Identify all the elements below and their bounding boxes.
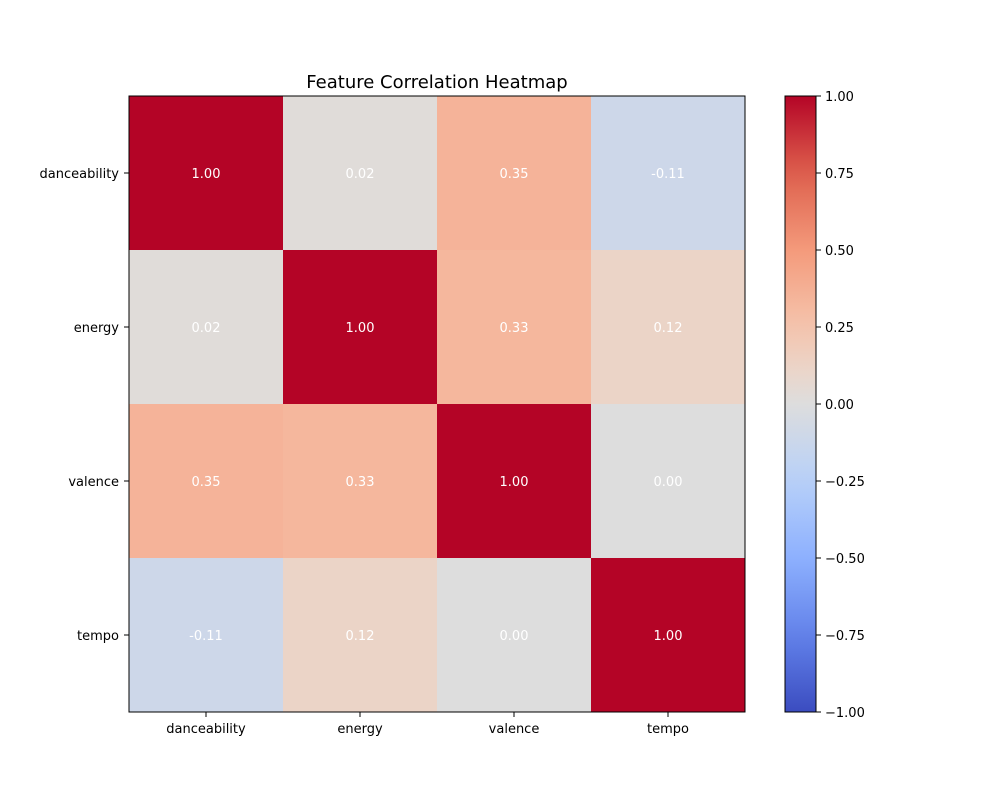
heatmap-cell [591, 96, 746, 251]
colorbar-tick-label: 1.00 [825, 90, 854, 105]
chart-title: Feature Correlation Heatmap [306, 72, 567, 93]
cell-value-label: -0.11 [651, 167, 685, 182]
heatmap-cell [437, 558, 592, 713]
heatmap-cells [129, 96, 746, 713]
colorbar-tick-label: −1.00 [825, 706, 865, 721]
y-tick-label: danceability [40, 167, 120, 182]
heatmap-cell [129, 250, 284, 405]
heatmap-cell [129, 404, 284, 559]
cell-value-label: 0.33 [346, 475, 375, 490]
heatmap-cell [437, 96, 592, 251]
cell-value-label: 0.00 [654, 475, 683, 490]
x-tick-label: valence [489, 722, 540, 737]
colorbar-tick-label: −0.50 [825, 552, 865, 567]
cell-value-label: 1.00 [654, 629, 683, 644]
cell-value-label: 1.00 [500, 475, 529, 490]
colorbar-tick-label: −0.75 [825, 629, 865, 644]
heatmap-cell [129, 96, 284, 251]
cell-value-label: 0.02 [346, 167, 375, 182]
cell-value-label: 1.00 [346, 321, 375, 336]
heatmap-cell [129, 558, 284, 713]
heatmap-cell [591, 250, 746, 405]
x-tick-label: danceability [166, 722, 246, 737]
heatmap-cell [283, 404, 438, 559]
colorbar-tick-label: 0.00 [825, 398, 854, 413]
y-axis-ticks: danceability energy valence tempo [40, 167, 129, 644]
x-tick-label: energy [337, 722, 383, 737]
colorbar [784, 95, 817, 713]
heatmap-cell [283, 558, 438, 713]
colorbar-tick-label: 0.25 [825, 321, 854, 336]
cell-value-label: 0.02 [192, 321, 221, 336]
heatmap-cell [437, 404, 592, 559]
y-tick-label: tempo [77, 629, 119, 644]
y-tick-label: valence [68, 475, 119, 490]
y-tick-label: energy [74, 321, 120, 336]
cell-value-label: 0.35 [192, 475, 221, 490]
cell-value-label: 0.35 [500, 167, 529, 182]
colorbar-tick-label: 0.50 [825, 244, 854, 259]
plot-frame [128, 95, 746, 713]
cell-value-label: 0.12 [654, 321, 683, 336]
colorbar-tick-label: −0.25 [825, 475, 865, 490]
x-axis-ticks: danceability energy valence tempo [166, 712, 689, 737]
x-tick-label: tempo [647, 722, 689, 737]
colorbar-tick-label: 0.75 [825, 167, 854, 182]
cell-value-label: 0.00 [500, 629, 529, 644]
cell-value-label: -0.11 [189, 629, 223, 644]
heatmap-cell [437, 250, 592, 405]
heatmap-cell-labels: 1.00 0.02 0.35 -0.11 0.02 1.00 0.33 0.12 0.35 0.3… [189, 167, 685, 644]
heatmap-cell [283, 250, 438, 405]
heatmap-cell [591, 558, 746, 713]
colorbar-ticks: 1.00 0.75 0.50 0.25 0.00 −0.25 −0.50 −0.75 −1.00 [816, 90, 865, 721]
cell-value-label: 1.00 [192, 167, 221, 182]
cell-value-label: 0.12 [346, 629, 375, 644]
heatmap-cell [591, 404, 746, 559]
heatmap-cell [283, 96, 438, 251]
cell-value-label: 0.33 [500, 321, 529, 336]
